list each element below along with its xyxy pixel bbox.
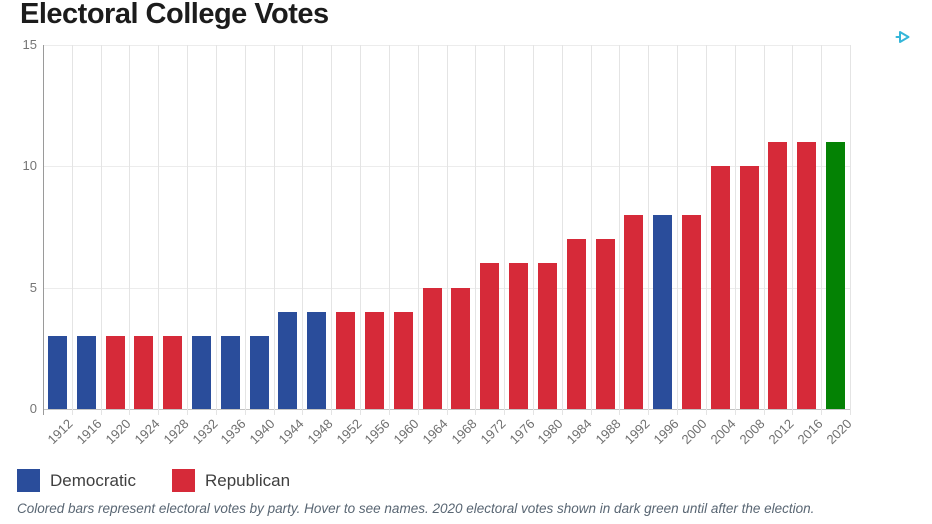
y-axis-label: 0 (29, 401, 37, 416)
v-gridline (360, 45, 362, 415)
republican-swatch (172, 469, 195, 492)
bar-1944[interactable] (278, 311, 298, 409)
legend-label-democratic: Democratic (50, 470, 136, 490)
bar-2012[interactable] (768, 142, 788, 409)
bar-1972[interactable] (480, 263, 500, 409)
bar-2008[interactable] (739, 166, 759, 409)
v-gridline (532, 45, 534, 415)
v-gridline (734, 45, 736, 415)
bar-1988[interactable] (595, 239, 615, 409)
bar-2016[interactable] (797, 142, 817, 409)
v-gridline (215, 45, 217, 415)
v-gridline (590, 45, 592, 415)
chart-footnote: Colored bars represent electoral votes b… (17, 501, 815, 516)
v-gridline (331, 45, 333, 415)
bar-1948[interactable] (307, 311, 327, 409)
bar-1920[interactable] (105, 336, 125, 409)
v-gridline (100, 45, 102, 415)
legend-item-republican: Republican (172, 469, 290, 492)
bar-2020[interactable] (826, 142, 846, 409)
v-gridline (302, 45, 304, 415)
v-gridline (648, 45, 650, 415)
legend-item-democratic: Democratic (17, 469, 136, 492)
v-gridline (792, 45, 794, 415)
y-axis-label: 5 (29, 279, 37, 295)
bar-2004[interactable] (710, 166, 730, 409)
page-title: Electoral College Votes (20, 0, 329, 30)
y-axis-label: 15 (22, 37, 37, 52)
v-gridline (187, 45, 189, 415)
y-axis-line (43, 45, 44, 415)
v-gridline (71, 45, 73, 415)
bar-2000[interactable] (681, 214, 701, 409)
adchoices-icon[interactable] (895, 28, 913, 46)
bar-1952[interactable] (336, 311, 356, 409)
bar-1992[interactable] (624, 214, 644, 409)
bar-1976[interactable] (509, 263, 529, 409)
bar-1932[interactable] (192, 336, 212, 409)
v-gridline (273, 45, 275, 415)
v-gridline (677, 45, 679, 415)
bar-1960[interactable] (393, 311, 413, 409)
bar-1928[interactable] (163, 336, 183, 409)
v-gridline (158, 45, 160, 415)
v-gridline (850, 45, 851, 415)
v-gridline (821, 45, 823, 415)
v-gridline (129, 45, 131, 415)
democratic-swatch (17, 469, 40, 492)
bar-1968[interactable] (451, 287, 471, 409)
bar-1984[interactable] (566, 239, 586, 409)
v-gridline (388, 45, 390, 415)
bar-1936[interactable] (220, 336, 240, 409)
v-gridline (763, 45, 765, 415)
v-gridline (417, 45, 419, 415)
v-gridline (475, 45, 477, 415)
bar-1956[interactable] (364, 311, 384, 409)
v-gridline (504, 45, 506, 415)
v-gridline (705, 45, 707, 415)
bar-1964[interactable] (422, 287, 442, 409)
bar-1996[interactable] (653, 214, 673, 409)
v-gridline (244, 45, 246, 415)
y-axis-label: 10 (22, 158, 37, 174)
v-gridline (619, 45, 621, 415)
bar-1916[interactable] (76, 336, 96, 409)
bar-1924[interactable] (134, 336, 154, 409)
v-gridline (561, 45, 563, 415)
bar-1980[interactable] (537, 263, 557, 409)
bar-1940[interactable] (249, 336, 269, 409)
bar-1912[interactable] (47, 336, 67, 409)
legend-label-republican: Republican (205, 470, 291, 490)
v-gridline (446, 45, 448, 415)
